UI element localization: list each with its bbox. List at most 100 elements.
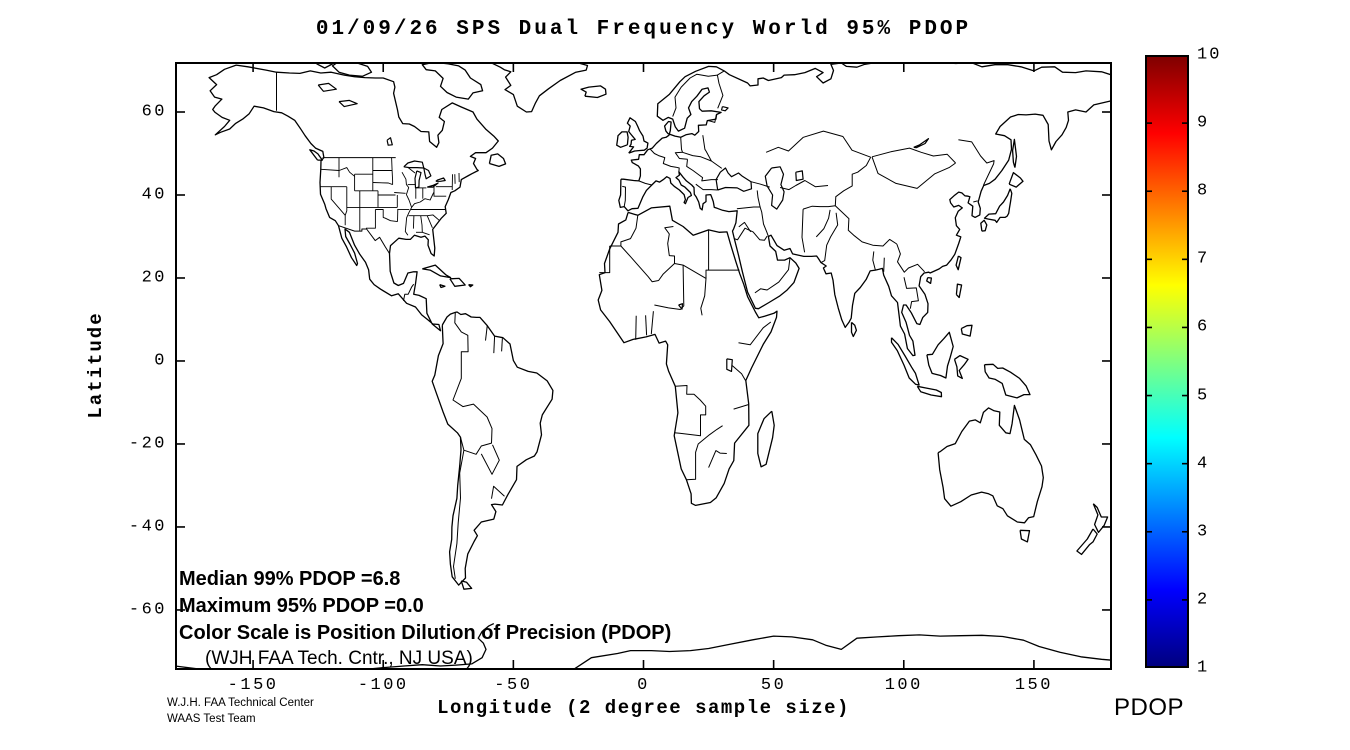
coastlines-polyline bbox=[580, 85, 607, 99]
annotation-median-pdop: Median 99% PDOP =6.8 bbox=[179, 568, 401, 590]
country-borders-polyline bbox=[700, 278, 707, 316]
colorbar-tick-label: 8 bbox=[1197, 181, 1210, 201]
country-borders-polyline bbox=[635, 315, 637, 340]
country-borders-polyline bbox=[485, 325, 488, 341]
us-state-borders-polyline bbox=[426, 215, 433, 228]
us-state-borders-polyline bbox=[344, 186, 348, 226]
coastlines-polyline bbox=[618, 62, 1112, 357]
country-borders-polyline bbox=[733, 404, 749, 410]
us-state-borders-polyline bbox=[330, 186, 346, 216]
x-tick-label: 50 bbox=[760, 676, 787, 695]
lake-outlines-polyline bbox=[423, 167, 432, 180]
us-state-borders-polyline bbox=[411, 192, 435, 208]
y-tick-label: 20 bbox=[141, 268, 167, 288]
annotation-color-scale: Color Scale is Position Dilution of Prec… bbox=[179, 622, 672, 644]
country-borders-polyline bbox=[958, 139, 995, 186]
coastlines-polyline bbox=[468, 283, 474, 288]
coastlines-polyline bbox=[953, 354, 969, 380]
x-tick-label: -50 bbox=[494, 676, 533, 695]
us-state-borders-polyline bbox=[375, 209, 398, 223]
x-tick-label: 0 bbox=[637, 676, 650, 695]
lake-outlines-polyline bbox=[338, 99, 358, 108]
country-borders-polyline bbox=[754, 257, 791, 294]
coastlines-polyline bbox=[616, 131, 629, 148]
country-borders-polyline bbox=[738, 221, 752, 233]
country-borders-polyline bbox=[738, 321, 772, 346]
us-state-borders-polyline bbox=[407, 167, 416, 174]
country-borders-polyline bbox=[453, 450, 465, 579]
country-borders-polyline bbox=[883, 257, 885, 272]
country-borders-polyline bbox=[736, 190, 761, 210]
country-borders-polyline bbox=[871, 156, 956, 189]
country-borders-polyline bbox=[654, 304, 681, 310]
country-borders-polyline bbox=[708, 114, 717, 123]
lake-outlines-polyline bbox=[414, 170, 422, 189]
country-borders-polyline bbox=[815, 209, 831, 238]
lake-outlines-polyline bbox=[726, 358, 733, 372]
us-state-borders-polyline bbox=[401, 171, 413, 236]
country-borders-polyline bbox=[779, 180, 829, 191]
colorbar-title: PDOP bbox=[1114, 694, 1185, 721]
lake-outlines-polyline bbox=[386, 137, 393, 146]
coastlines-polyline bbox=[309, 149, 323, 161]
coastlines-polyline bbox=[1092, 503, 1109, 534]
colorbar-tick-label: 7 bbox=[1197, 249, 1210, 269]
country-borders-polyline bbox=[686, 159, 718, 182]
country-borders-polyline bbox=[680, 265, 685, 310]
coastlines-polyline bbox=[421, 62, 484, 100]
coastlines-polyline bbox=[489, 62, 589, 113]
coastlines-polyline bbox=[890, 337, 920, 386]
x-tick-label: -150 bbox=[227, 676, 279, 695]
country-borders-polyline bbox=[674, 137, 688, 160]
us-state-borders-polyline bbox=[420, 215, 423, 233]
coastlines-polyline bbox=[597, 205, 778, 507]
coastlines-polyline bbox=[1076, 528, 1098, 556]
country-borders-polyline bbox=[759, 206, 769, 237]
coastlines-polyline bbox=[488, 153, 507, 168]
lake-outlines-polyline bbox=[720, 106, 729, 112]
plot-frame bbox=[175, 62, 1112, 670]
y-tick-label: 40 bbox=[141, 185, 167, 205]
colorbar-tick-label: 10 bbox=[1197, 45, 1222, 65]
coastlines-polyline bbox=[983, 363, 1031, 399]
x-tick-label: -100 bbox=[357, 676, 409, 695]
country-borders-polyline bbox=[750, 181, 770, 188]
plot-title: 01/09/26 SPS Dual Frequency World 95% PD… bbox=[315, 18, 972, 41]
coastlines-polyline bbox=[926, 276, 933, 285]
lake-outlines-polyline bbox=[678, 303, 684, 310]
country-borders-polyline bbox=[403, 283, 415, 301]
coastlines-polyline bbox=[439, 283, 446, 289]
country-borders-polyline bbox=[491, 485, 505, 499]
lake-outlines-polyline bbox=[427, 182, 439, 188]
country-borders-polyline bbox=[682, 151, 723, 169]
country-borders-polyline bbox=[638, 180, 652, 186]
colorbar-tick-label: 2 bbox=[1197, 590, 1210, 610]
country-borders-polyline bbox=[674, 229, 710, 279]
colorbar-tick-label: 6 bbox=[1197, 317, 1210, 337]
x-axis-label: Longitude (2 degree sample size) bbox=[437, 697, 850, 719]
country-borders-polyline bbox=[338, 225, 390, 254]
country-borders-polyline bbox=[801, 209, 806, 253]
country-borders-polyline bbox=[820, 212, 839, 264]
lake-outlines bbox=[317, 82, 930, 372]
coastlines-polyline bbox=[422, 264, 452, 279]
footer-team-name: WAAS Test Team bbox=[167, 713, 256, 725]
country-borders-polyline bbox=[649, 148, 680, 172]
country-borders-polyline bbox=[734, 227, 768, 241]
country-borders-polyline bbox=[480, 444, 500, 475]
coastlines-polyline bbox=[916, 385, 943, 398]
us-state-borders-polyline bbox=[394, 192, 406, 194]
country-borders-polyline bbox=[708, 450, 727, 468]
country-borders-polyline bbox=[674, 385, 707, 437]
country-borders-polyline bbox=[802, 205, 836, 210]
country-borders-polyline bbox=[872, 251, 876, 271]
lake-outlines-polyline bbox=[317, 82, 337, 92]
lake-outlines-polyline bbox=[403, 160, 425, 169]
coastlines-polyline bbox=[346, 623, 495, 670]
lake-outlines-polyline bbox=[913, 137, 930, 149]
annotation-org: (WJH FAA Tech. Cntr., NJ USA) bbox=[205, 648, 473, 669]
world-map-svg bbox=[175, 62, 1112, 670]
country-borders-polyline bbox=[731, 364, 746, 381]
country-borders-polyline bbox=[672, 73, 718, 117]
